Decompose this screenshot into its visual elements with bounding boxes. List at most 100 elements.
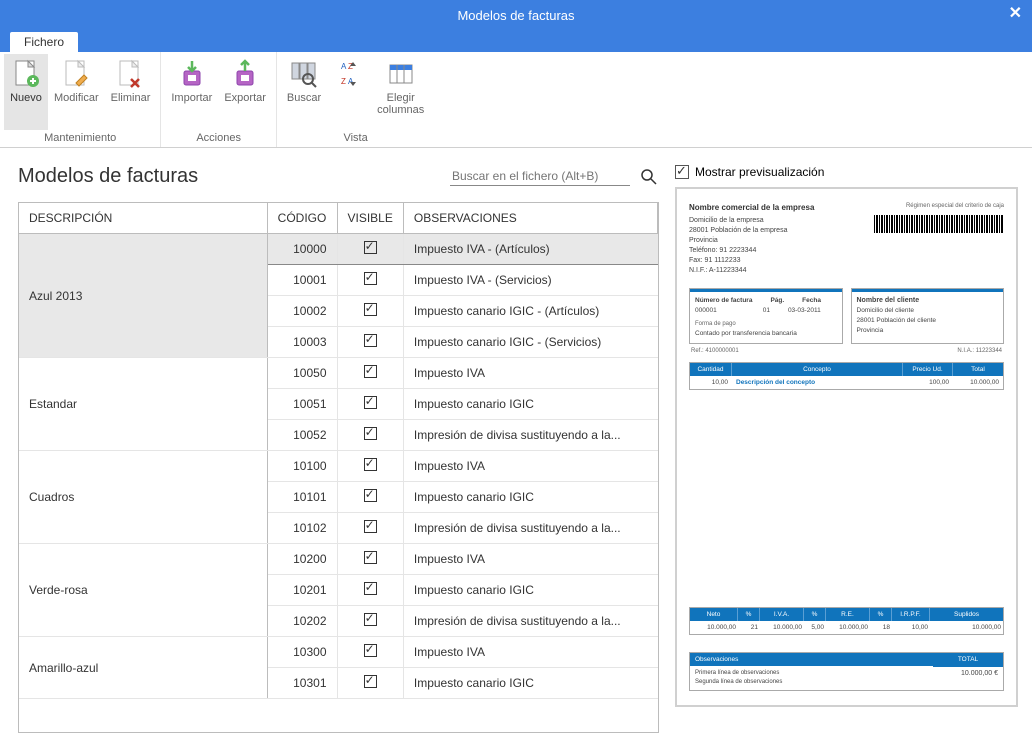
importar-button[interactable]: Importar bbox=[165, 54, 218, 130]
table-row[interactable]: Verde-rosa10200Impuesto IVA bbox=[19, 544, 658, 575]
tab-fichero[interactable]: Fichero bbox=[10, 32, 78, 52]
close-icon[interactable]: ✕ bbox=[1009, 3, 1022, 23]
obs-cell: Impuesto canario IGIC - (Artículos) bbox=[403, 296, 657, 327]
obs-cell: Impuesto IVA bbox=[403, 451, 657, 482]
nuevo-button[interactable]: Nuevo bbox=[4, 54, 48, 130]
codigo-cell: 10051 bbox=[267, 389, 337, 420]
codigo-cell: 10102 bbox=[267, 513, 337, 544]
buscar-button[interactable]: Buscar bbox=[281, 54, 327, 130]
svg-text:Z: Z bbox=[341, 77, 346, 86]
grid-body[interactable]: DESCRIPCIÓN CÓDIGO VISIBLE OBSERVACIONES… bbox=[19, 203, 658, 732]
visible-cell[interactable] bbox=[337, 451, 403, 482]
codigo-cell: 10301 bbox=[267, 668, 337, 699]
obs-cell: Impuesto IVA bbox=[403, 358, 657, 389]
visible-cell[interactable] bbox=[337, 420, 403, 451]
col-codigo[interactable]: CÓDIGO bbox=[267, 203, 337, 234]
checkbox-icon bbox=[364, 272, 377, 285]
group-label: Acciones bbox=[165, 130, 272, 147]
ribbon: Nuevo Modificar Eliminar Mantenimiento bbox=[0, 52, 1032, 148]
checkbox-icon bbox=[675, 165, 689, 179]
desc-cell: Estandar bbox=[19, 358, 267, 451]
columns-icon bbox=[385, 58, 417, 90]
visible-cell[interactable] bbox=[337, 637, 403, 668]
observations-box: ObservacionesTOTAL Primera línea de obse… bbox=[689, 652, 1004, 691]
visible-cell[interactable] bbox=[337, 606, 403, 637]
desc-cell: Cuadros bbox=[19, 451, 267, 544]
table-row[interactable]: Amarillo-azul10300Impuesto IVA bbox=[19, 637, 658, 668]
checkbox-icon bbox=[364, 458, 377, 471]
table-row[interactable]: Azul 201310000Impuesto IVA - (Artículos) bbox=[19, 234, 658, 265]
button-label: Eliminar bbox=[111, 92, 151, 104]
elegir-columnas-button[interactable]: Elegir columnas bbox=[371, 54, 430, 130]
visible-cell[interactable] bbox=[337, 668, 403, 699]
visible-cell[interactable] bbox=[337, 513, 403, 544]
codigo-cell: 10101 bbox=[267, 482, 337, 513]
left-pane: Modelos de facturas DESCRIPCIÓN CÓDIGO V… bbox=[0, 155, 665, 733]
visible-cell[interactable] bbox=[337, 296, 403, 327]
desc-cell: Amarillo-azul bbox=[19, 637, 267, 699]
ribbon-group-mantenimiento: Nuevo Modificar Eliminar Mantenimiento bbox=[0, 52, 161, 147]
items-table: Cantidad Concepto Precio Ud. Total 10,00… bbox=[689, 362, 1004, 390]
company-block: Nombre comercial de la empresa Domicilio… bbox=[689, 203, 814, 276]
button-label: Nuevo bbox=[10, 92, 42, 104]
data-grid: DESCRIPCIÓN CÓDIGO VISIBLE OBSERVACIONES… bbox=[18, 202, 659, 733]
desc-cell: Azul 2013 bbox=[19, 234, 267, 358]
invoice-info-box: Número de facturaPág.Fecha 0000010103-03… bbox=[689, 288, 843, 344]
col-observaciones[interactable]: OBSERVACIONES bbox=[403, 203, 657, 234]
checkbox-icon bbox=[364, 489, 377, 502]
obs-cell: Impuesto canario IGIC bbox=[403, 575, 657, 606]
codigo-cell: 10000 bbox=[267, 234, 337, 265]
button-label: Importar bbox=[171, 92, 212, 104]
col-descripcion[interactable]: DESCRIPCIÓN bbox=[19, 203, 267, 234]
invoice-preview: Nombre comercial de la empresa Domicilio… bbox=[675, 187, 1018, 707]
button-label: Exportar bbox=[224, 92, 266, 104]
preview-toggle[interactable]: Mostrar previsualización bbox=[675, 165, 1018, 179]
checkbox-icon bbox=[364, 396, 377, 409]
file-delete-icon bbox=[114, 58, 146, 90]
checkbox-icon bbox=[364, 675, 377, 688]
group-label: Vista bbox=[281, 130, 430, 147]
visible-cell[interactable] bbox=[337, 327, 403, 358]
col-visible[interactable]: VISIBLE bbox=[337, 203, 403, 234]
file-new-icon bbox=[10, 58, 42, 90]
search-icon[interactable] bbox=[640, 168, 658, 186]
checkbox-icon bbox=[364, 582, 377, 595]
checkbox-icon bbox=[364, 551, 377, 564]
codigo-cell: 10200 bbox=[267, 544, 337, 575]
visible-cell[interactable] bbox=[337, 358, 403, 389]
table-row[interactable]: Estandar10050Impuesto IVA bbox=[19, 358, 658, 389]
right-pane: Mostrar previsualización Nombre comercia… bbox=[665, 155, 1032, 733]
obs-cell: Impuesto IVA bbox=[403, 544, 657, 575]
client-info-box: Nombre del cliente Domicilio del cliente… bbox=[851, 288, 1005, 344]
codigo-cell: 10202 bbox=[267, 606, 337, 637]
obs-cell: Impuesto IVA - (Artículos) bbox=[403, 234, 657, 265]
obs-cell: Impresión de divisa sustituyendo a la... bbox=[403, 513, 657, 544]
table-row[interactable]: Cuadros10100Impuesto IVA bbox=[19, 451, 658, 482]
visible-cell[interactable] bbox=[337, 575, 403, 606]
exportar-button[interactable]: Exportar bbox=[218, 54, 272, 130]
visible-cell[interactable] bbox=[337, 544, 403, 575]
checkbox-icon bbox=[364, 520, 377, 533]
obs-cell: Impresión de divisa sustituyendo a la... bbox=[403, 420, 657, 451]
file-edit-icon bbox=[60, 58, 92, 90]
header-row: DESCRIPCIÓN CÓDIGO VISIBLE OBSERVACIONES bbox=[19, 203, 658, 234]
search-input[interactable] bbox=[450, 167, 630, 186]
ribbon-group-acciones: Importar Exportar Acciones bbox=[161, 52, 277, 147]
button-label: Buscar bbox=[287, 92, 321, 104]
checkbox-icon bbox=[364, 427, 377, 440]
eliminar-button[interactable]: Eliminar bbox=[105, 54, 157, 130]
codigo-cell: 10002 bbox=[267, 296, 337, 327]
ordenar-button[interactable]: AZZA bbox=[327, 54, 371, 130]
visible-cell[interactable] bbox=[337, 389, 403, 420]
obs-cell: Impuesto canario IGIC - (Servicios) bbox=[403, 327, 657, 358]
checkbox-icon bbox=[364, 644, 377, 657]
obs-cell: Impuesto canario IGIC bbox=[403, 482, 657, 513]
obs-cell: Impuesto canario IGIC bbox=[403, 668, 657, 699]
visible-cell[interactable] bbox=[337, 482, 403, 513]
modificar-button[interactable]: Modificar bbox=[48, 54, 105, 130]
visible-cell[interactable] bbox=[337, 234, 403, 265]
visible-cell[interactable] bbox=[337, 265, 403, 296]
group-label: Mantenimiento bbox=[4, 130, 156, 147]
regime-label: Régimen especial del criterio de caja bbox=[874, 203, 1004, 209]
codigo-cell: 10003 bbox=[267, 327, 337, 358]
